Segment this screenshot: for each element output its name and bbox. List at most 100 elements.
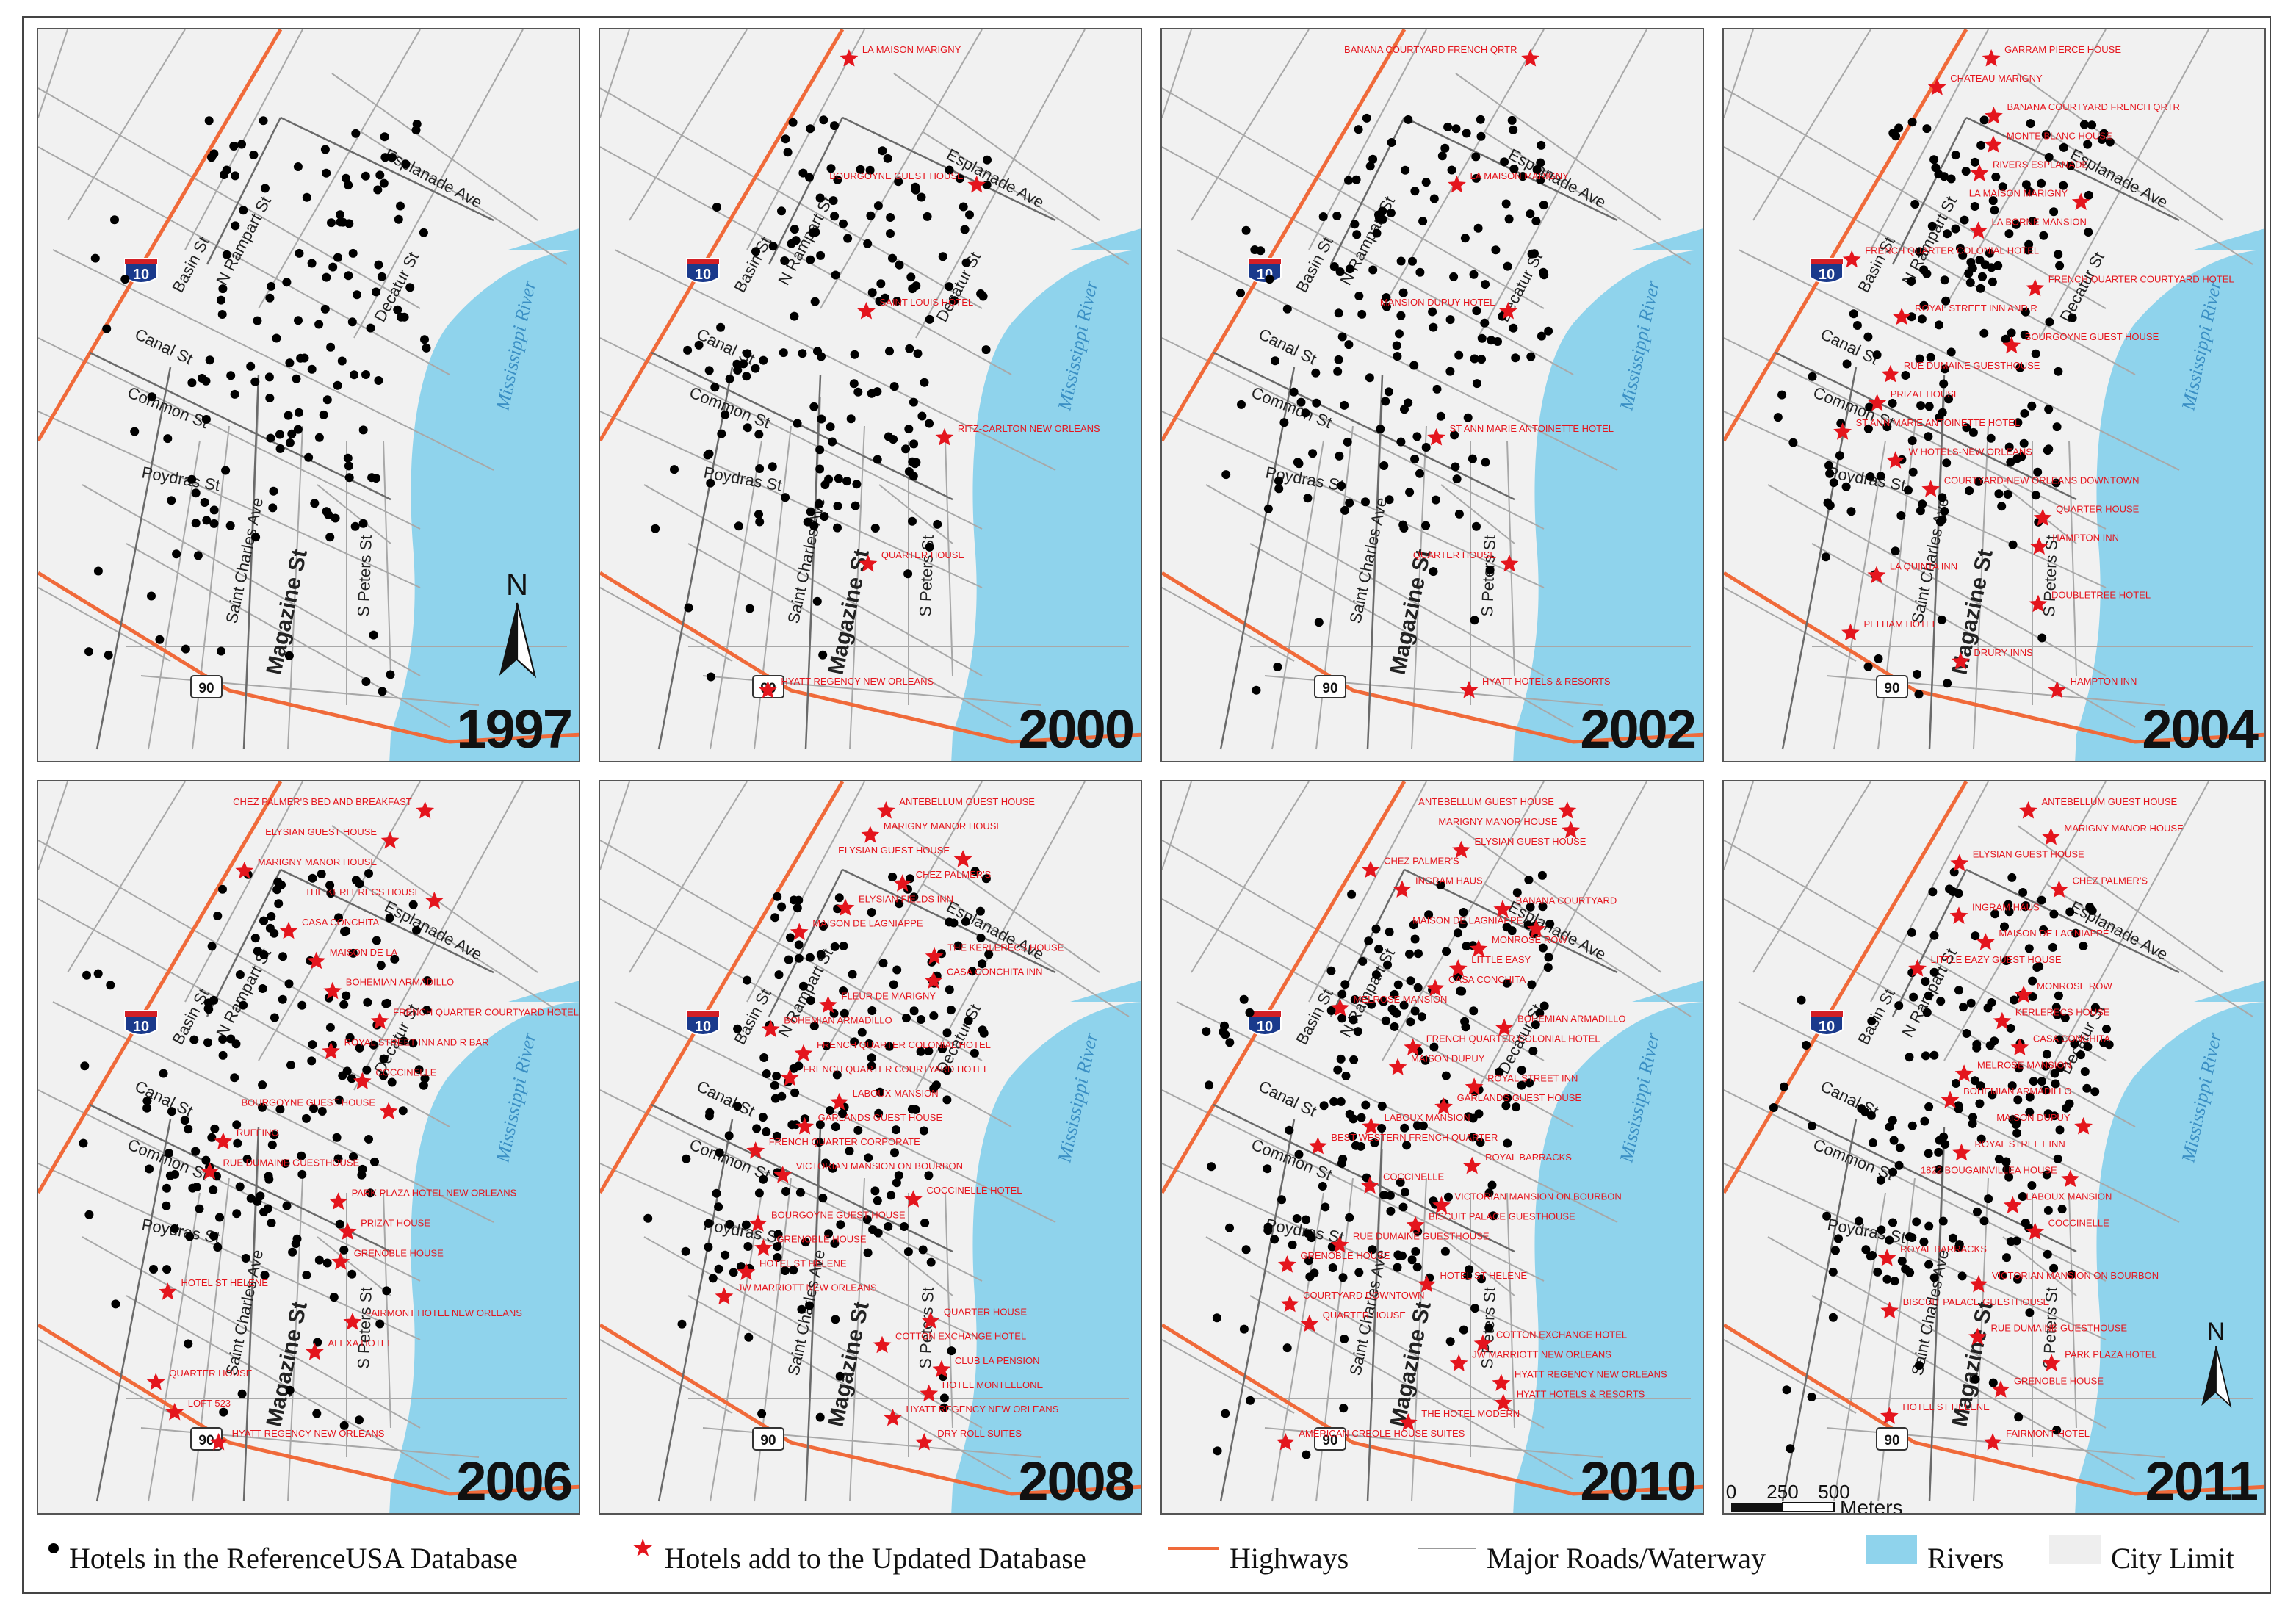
hotel-dot <box>1414 949 1423 959</box>
hotel-dot <box>209 995 219 1005</box>
added-hotel-star <box>1492 1373 1511 1391</box>
map-panel-1997: 10 90 Esplanade Ave Basin St N Rampart St Can… <box>37 28 580 762</box>
hotel-dot <box>1381 397 1390 406</box>
hotel-dot <box>1780 1082 1788 1091</box>
added-hotel-label: PARK PLAZA HOTEL <box>2065 1349 2156 1360</box>
svg-text:90: 90 <box>1322 681 1337 696</box>
hotel-dot <box>1364 936 1373 946</box>
hotel-dot <box>1954 1240 1964 1249</box>
hotel-dot <box>269 486 278 496</box>
hotel-dot <box>264 372 274 382</box>
hotel-dot <box>2011 220 2021 229</box>
hotel-dot <box>715 1148 724 1158</box>
hotel-dot <box>953 941 963 950</box>
hotel-dot <box>1877 1225 1886 1235</box>
hotel-dot <box>1400 405 1409 414</box>
hotel-dot <box>979 1028 989 1038</box>
added-hotel-star <box>924 971 943 989</box>
hotel-dot <box>2001 1158 2011 1166</box>
hotel-dot <box>733 366 743 375</box>
hotel-dot <box>1824 461 1833 470</box>
added-hotel-label: PARK PLAZA HOTEL NEW ORLEANS <box>352 1187 517 1198</box>
hotel-dot <box>1246 1396 1255 1405</box>
hotel-dot <box>2002 1253 2011 1263</box>
added-hotel-label: PRIZAT HOUSE <box>361 1217 430 1228</box>
added-hotel-label: FAIRMONT HOTEL NEW ORLEANS <box>366 1307 522 1318</box>
added-hotel-star <box>1984 135 2003 153</box>
hotel-dot <box>1907 312 1916 322</box>
added-hotel-star <box>1985 107 2003 124</box>
hotel-dot <box>2014 1064 2024 1073</box>
hotel-dot <box>1468 1133 1478 1142</box>
added-hotel-star <box>1950 853 1969 872</box>
hotel-dot <box>2002 1165 2012 1174</box>
hotel-dot <box>2007 1081 2017 1091</box>
hotel-dot <box>342 1066 352 1076</box>
hotel-dot <box>344 461 353 471</box>
hotel-dot <box>2020 408 2029 418</box>
hotel-dot <box>1894 123 1904 133</box>
added-hotel-star <box>338 1222 357 1240</box>
highway-us90 <box>38 1323 579 1496</box>
hotel-dot <box>1337 332 1347 342</box>
added-hotel-star <box>2033 508 2052 526</box>
hotel-dot <box>1938 408 1947 417</box>
hotel-dot <box>1270 1235 1279 1244</box>
hotel-dot <box>374 376 383 385</box>
hotel-dot <box>102 324 112 333</box>
added-hotel-label: BOHEMIAN ARMADILLO <box>1517 1014 1625 1025</box>
added-hotel-star <box>1362 1117 1380 1135</box>
added-hotel-star <box>1448 959 1468 977</box>
hotel-dot <box>1504 214 1514 224</box>
added-hotel-star <box>1868 394 1887 411</box>
hotel-dot <box>1928 887 1938 897</box>
hotel-dot <box>1470 1304 1480 1313</box>
added-hotel-label: FRENCH QUARTER COLONIAL HOTEL <box>817 1039 991 1050</box>
hotel-dot <box>863 239 873 248</box>
hotel-dot <box>375 1319 385 1329</box>
hotel-dot <box>1400 1123 1409 1133</box>
hotel-dot <box>285 438 295 447</box>
hotel-dot <box>890 1148 899 1158</box>
hotel-dot <box>818 650 828 660</box>
hotel-dot <box>970 1048 979 1058</box>
added-hotel-label: ST ANN MARIE ANTOINETTE HOTEL <box>1450 423 1614 434</box>
added-hotel-label: QUARTER HOUSE <box>944 1307 1027 1318</box>
hotel-dot <box>1938 493 1947 502</box>
hotel-dot <box>1885 1122 1894 1132</box>
hotel-dot <box>894 1171 903 1180</box>
hotel-dot <box>1861 1245 1871 1255</box>
hotel-dot <box>1396 311 1406 320</box>
hotel-dot <box>1537 870 1547 880</box>
road-network <box>38 781 568 1502</box>
hotel-dot <box>2007 328 2016 338</box>
hotel-dot <box>1333 1065 1343 1075</box>
hotel-dot <box>704 1242 713 1252</box>
hotel-dot <box>808 228 817 237</box>
added-hotel-star <box>1426 978 1445 997</box>
hotel-dot <box>1852 321 1862 330</box>
hotel-dot <box>846 414 856 424</box>
hotel-dot <box>268 503 278 513</box>
us-90-shield: 90 <box>1876 1427 1908 1451</box>
hotel-dot <box>784 955 793 964</box>
interstate-10-shield: 10 <box>686 258 720 284</box>
hotel-dot <box>1882 422 1892 432</box>
hotel-dot <box>2025 1108 2035 1117</box>
hotel-dot <box>736 1262 746 1271</box>
hotel-dot <box>1863 424 1873 433</box>
hotel-dot <box>162 1265 172 1274</box>
added-hotel-label: ANTEBELLUM GUEST HOUSE <box>899 796 1035 807</box>
hotel-dot <box>163 434 173 444</box>
hotel-dot <box>1390 1022 1399 1031</box>
hotel-dot <box>824 1229 834 1238</box>
hotel-dot <box>130 427 140 436</box>
hotel-dot <box>755 464 765 473</box>
hotel-dot <box>938 1044 947 1053</box>
added-hotel-star <box>1886 451 1905 469</box>
hotel-dot <box>1263 504 1273 513</box>
added-hotel-star <box>2050 880 2068 898</box>
hotel-dot <box>1410 934 1420 944</box>
hotel-dot <box>1822 1211 1832 1221</box>
added-hotel-star <box>830 1092 848 1111</box>
